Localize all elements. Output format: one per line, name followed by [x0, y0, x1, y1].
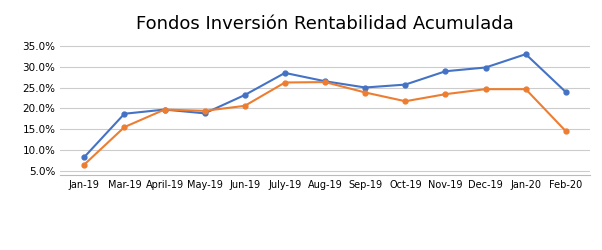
- Fundsmith: [161, 108, 168, 111]
- Fundsmith: [281, 72, 288, 74]
- Lindsell: [321, 80, 329, 84]
- Title: Fondos Inversión Rentabilidad Acumulada: Fondos Inversión Rentabilidad Acumulada: [136, 15, 514, 33]
- Fundsmith: [201, 112, 208, 115]
- Lindsell: [121, 126, 128, 128]
- Lindsell: [81, 163, 88, 166]
- Fundsmith: [81, 156, 88, 158]
- Fundsmith: [362, 86, 369, 89]
- Lindsell: [201, 109, 208, 112]
- Fundsmith: [442, 70, 449, 73]
- Fundsmith: [241, 94, 249, 96]
- Lindsell: [522, 88, 529, 91]
- Fundsmith: [402, 83, 409, 86]
- Lindsell: [402, 100, 409, 103]
- Lindsell: [241, 104, 249, 107]
- Lindsell: [161, 108, 168, 111]
- Lindsell: [281, 81, 288, 84]
- Fundsmith: [522, 53, 529, 56]
- Fundsmith: [121, 112, 128, 115]
- Lindsell: [562, 130, 569, 133]
- Lindsell: [442, 93, 449, 96]
- Fundsmith: [321, 80, 329, 83]
- Fundsmith: [562, 90, 569, 94]
- Line: Fundsmith: Fundsmith: [82, 52, 568, 160]
- Line: Lindsell: Lindsell: [82, 80, 568, 167]
- Lindsell: [362, 91, 369, 94]
- Fundsmith: [482, 66, 489, 69]
- Lindsell: [482, 88, 489, 91]
